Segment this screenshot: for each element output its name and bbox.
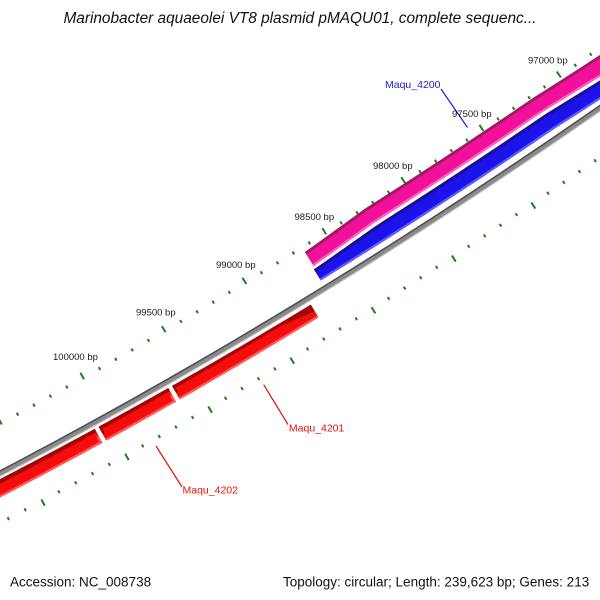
svg-text:98000 bp: 98000 bp (373, 161, 413, 172)
svg-text:Marinobacter aquaeolei VT8 pla: Marinobacter aquaeolei VT8 plasmid pMAQU… (63, 10, 536, 27)
svg-text:Maqu_4200: Maqu_4200 (385, 79, 441, 91)
svg-text:Maqu_4201: Maqu_4201 (289, 422, 345, 434)
svg-text:100000 bp: 100000 bp (53, 352, 98, 363)
svg-text:Topology: circular; Length: 23: Topology: circular; Length: 239,623 bp; … (283, 575, 589, 590)
svg-text:97500 bp: 97500 bp (452, 109, 492, 120)
svg-text:98500 bp: 98500 bp (295, 212, 335, 223)
svg-text:Accession: NC_008738: Accession: NC_008738 (10, 575, 151, 590)
svg-text:99000 bp: 99000 bp (216, 260, 256, 271)
svg-text:Maqu_4202: Maqu_4202 (183, 485, 239, 497)
svg-text:99500 bp: 99500 bp (136, 308, 176, 319)
svg-text:97000 bp: 97000 bp (528, 56, 568, 67)
